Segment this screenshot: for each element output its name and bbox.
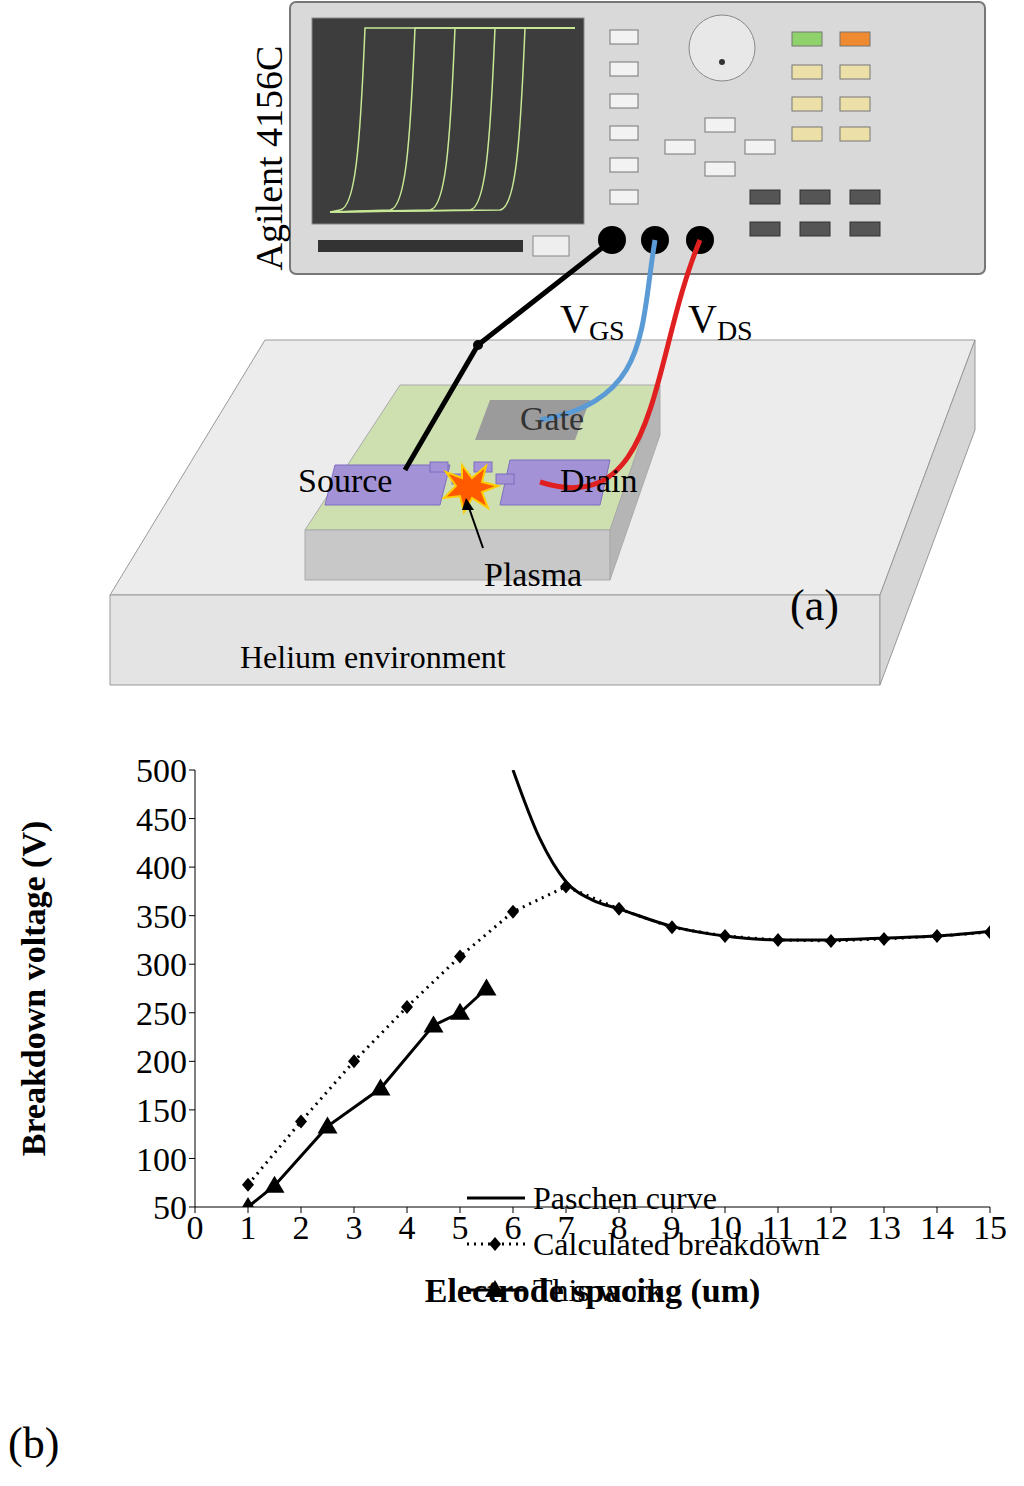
svg-text:14: 14 bbox=[920, 1209, 954, 1246]
svg-text:Source: Source bbox=[298, 462, 392, 499]
svg-text:8: 8 bbox=[611, 1209, 628, 1246]
svg-text:Drain: Drain bbox=[560, 462, 637, 499]
svg-text:7: 7 bbox=[558, 1209, 575, 1246]
svg-text:11: 11 bbox=[762, 1209, 795, 1246]
svg-text:0: 0 bbox=[187, 1209, 204, 1246]
svg-text:Plasma: Plasma bbox=[484, 556, 582, 593]
svg-text:100: 100 bbox=[136, 1141, 187, 1178]
svg-text:VGS: VGS bbox=[560, 296, 625, 346]
svg-text:300: 300 bbox=[136, 946, 187, 983]
svg-text:1: 1 bbox=[240, 1209, 257, 1246]
svg-text:9: 9 bbox=[664, 1209, 681, 1246]
svg-text:15: 15 bbox=[973, 1209, 1007, 1246]
svg-text:Electrode spacing (um): Electrode spacing (um) bbox=[425, 1272, 761, 1310]
svg-text:6: 6 bbox=[505, 1209, 522, 1246]
svg-text:500: 500 bbox=[136, 752, 187, 789]
svg-text:(a): (a) bbox=[790, 581, 839, 630]
svg-text:Helium environment: Helium environment bbox=[240, 639, 506, 675]
svg-text:400: 400 bbox=[136, 849, 187, 886]
svg-text:13: 13 bbox=[867, 1209, 901, 1246]
svg-text:5: 5 bbox=[452, 1209, 469, 1246]
svg-text:350: 350 bbox=[136, 898, 187, 935]
svg-text:VDS: VDS bbox=[688, 296, 753, 346]
svg-text:200: 200 bbox=[136, 1043, 187, 1080]
svg-text:450: 450 bbox=[136, 801, 187, 838]
svg-text:12: 12 bbox=[814, 1209, 848, 1246]
svg-text:10: 10 bbox=[708, 1209, 742, 1246]
svg-text:150: 150 bbox=[136, 1092, 187, 1129]
svg-text:Breakdown voltage (V): Breakdown voltage (V) bbox=[15, 821, 53, 1157]
svg-text:4: 4 bbox=[399, 1209, 416, 1246]
svg-text:250: 250 bbox=[136, 995, 187, 1032]
svg-text:Agilent 4156C: Agilent 4156C bbox=[248, 46, 290, 271]
svg-text:3: 3 bbox=[346, 1209, 363, 1246]
svg-text:Gate: Gate bbox=[520, 400, 584, 437]
svg-text:50: 50 bbox=[153, 1189, 187, 1226]
svg-text:2: 2 bbox=[293, 1209, 310, 1246]
